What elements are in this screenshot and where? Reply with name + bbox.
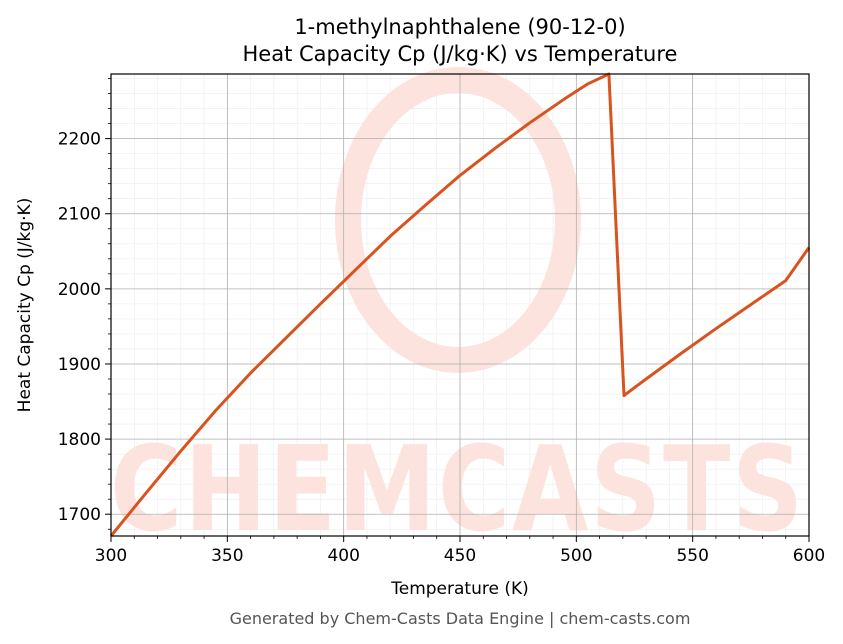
x-tick-label: 600 <box>793 546 825 566</box>
y-tick-label: 2000 <box>58 280 101 300</box>
y-tick-label: 2200 <box>58 130 101 150</box>
watermark-logo: CHEMCASTS <box>110 67 805 558</box>
chart-title: 1-methylnaphthalene (90-12-0) <box>294 15 625 39</box>
y-tick-label: 2100 <box>58 205 101 225</box>
x-tick-label: 350 <box>211 546 243 566</box>
y-axis-label: Heat Capacity Cp (J/kg·K) <box>15 198 35 413</box>
x-axis-label: Temperature (K) <box>390 579 529 599</box>
chart-subtitle: Heat Capacity Cp (J/kg·K) vs Temperature <box>243 42 678 66</box>
footer-credit: Generated by Chem-Casts Data Engine | ch… <box>230 609 691 628</box>
watermark-text: CHEMCASTS <box>110 420 805 558</box>
y-tick-label: 1700 <box>58 505 101 525</box>
watermark-ring <box>335 67 581 373</box>
x-tick-label: 400 <box>327 546 359 566</box>
x-tick-label: 450 <box>444 546 476 566</box>
y-tick-label: 1800 <box>58 430 101 450</box>
x-tick-label: 500 <box>560 546 592 566</box>
x-tick-label: 300 <box>95 546 127 566</box>
series-layer <box>109 72 811 537</box>
series-line <box>109 72 811 537</box>
x-tick-label: 550 <box>676 546 708 566</box>
x-axis-ticks: 300 350 400 450 500 550 600 <box>95 536 825 566</box>
y-tick-label: 1900 <box>58 355 101 375</box>
y-axis-ticks: 1700 1800 1900 2000 2100 2200 <box>58 78 111 530</box>
